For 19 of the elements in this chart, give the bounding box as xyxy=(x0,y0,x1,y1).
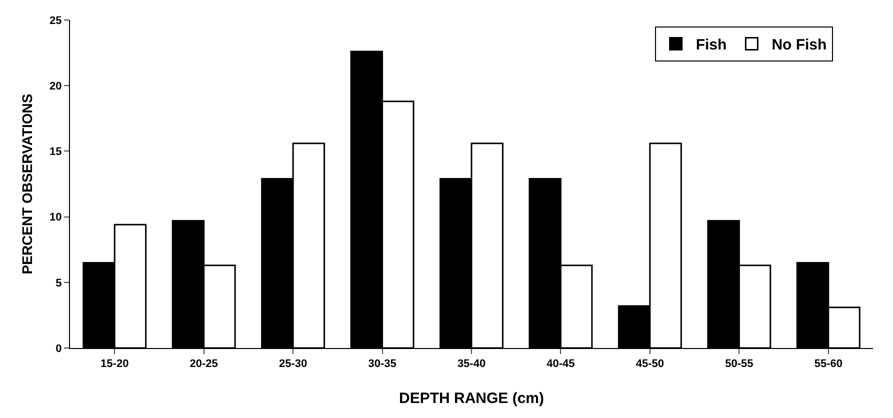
x-tick-label: 35-40 xyxy=(457,358,486,370)
x-tick-label: 50-55 xyxy=(725,358,754,370)
y-tick-label: 5 xyxy=(56,277,62,290)
x-tick-label: 25-30 xyxy=(278,358,308,370)
y-tick-label: 15 xyxy=(50,146,62,158)
x-axis-title: DEPTH RANGE (cm) xyxy=(398,390,544,407)
y-tick-label: 0 xyxy=(56,342,62,355)
legend-label: Fish xyxy=(696,36,727,54)
y-axis-title: PERCENT OBSERVATIONS xyxy=(19,94,35,274)
x-tick-label: 15-20 xyxy=(100,358,129,370)
legend-label: No Fish xyxy=(772,36,827,54)
x-tick-label: 30-35 xyxy=(368,358,396,370)
y-tick-label: 25 xyxy=(50,14,62,27)
x-tick-label: 40-45 xyxy=(546,358,575,370)
x-tick-label: 55-60 xyxy=(814,358,842,370)
x-tick-label: 45-50 xyxy=(636,358,664,370)
y-tick-label: 10 xyxy=(50,212,62,224)
x-tick-label: 20-25 xyxy=(190,358,218,370)
y-tick-label: 20 xyxy=(50,80,62,92)
